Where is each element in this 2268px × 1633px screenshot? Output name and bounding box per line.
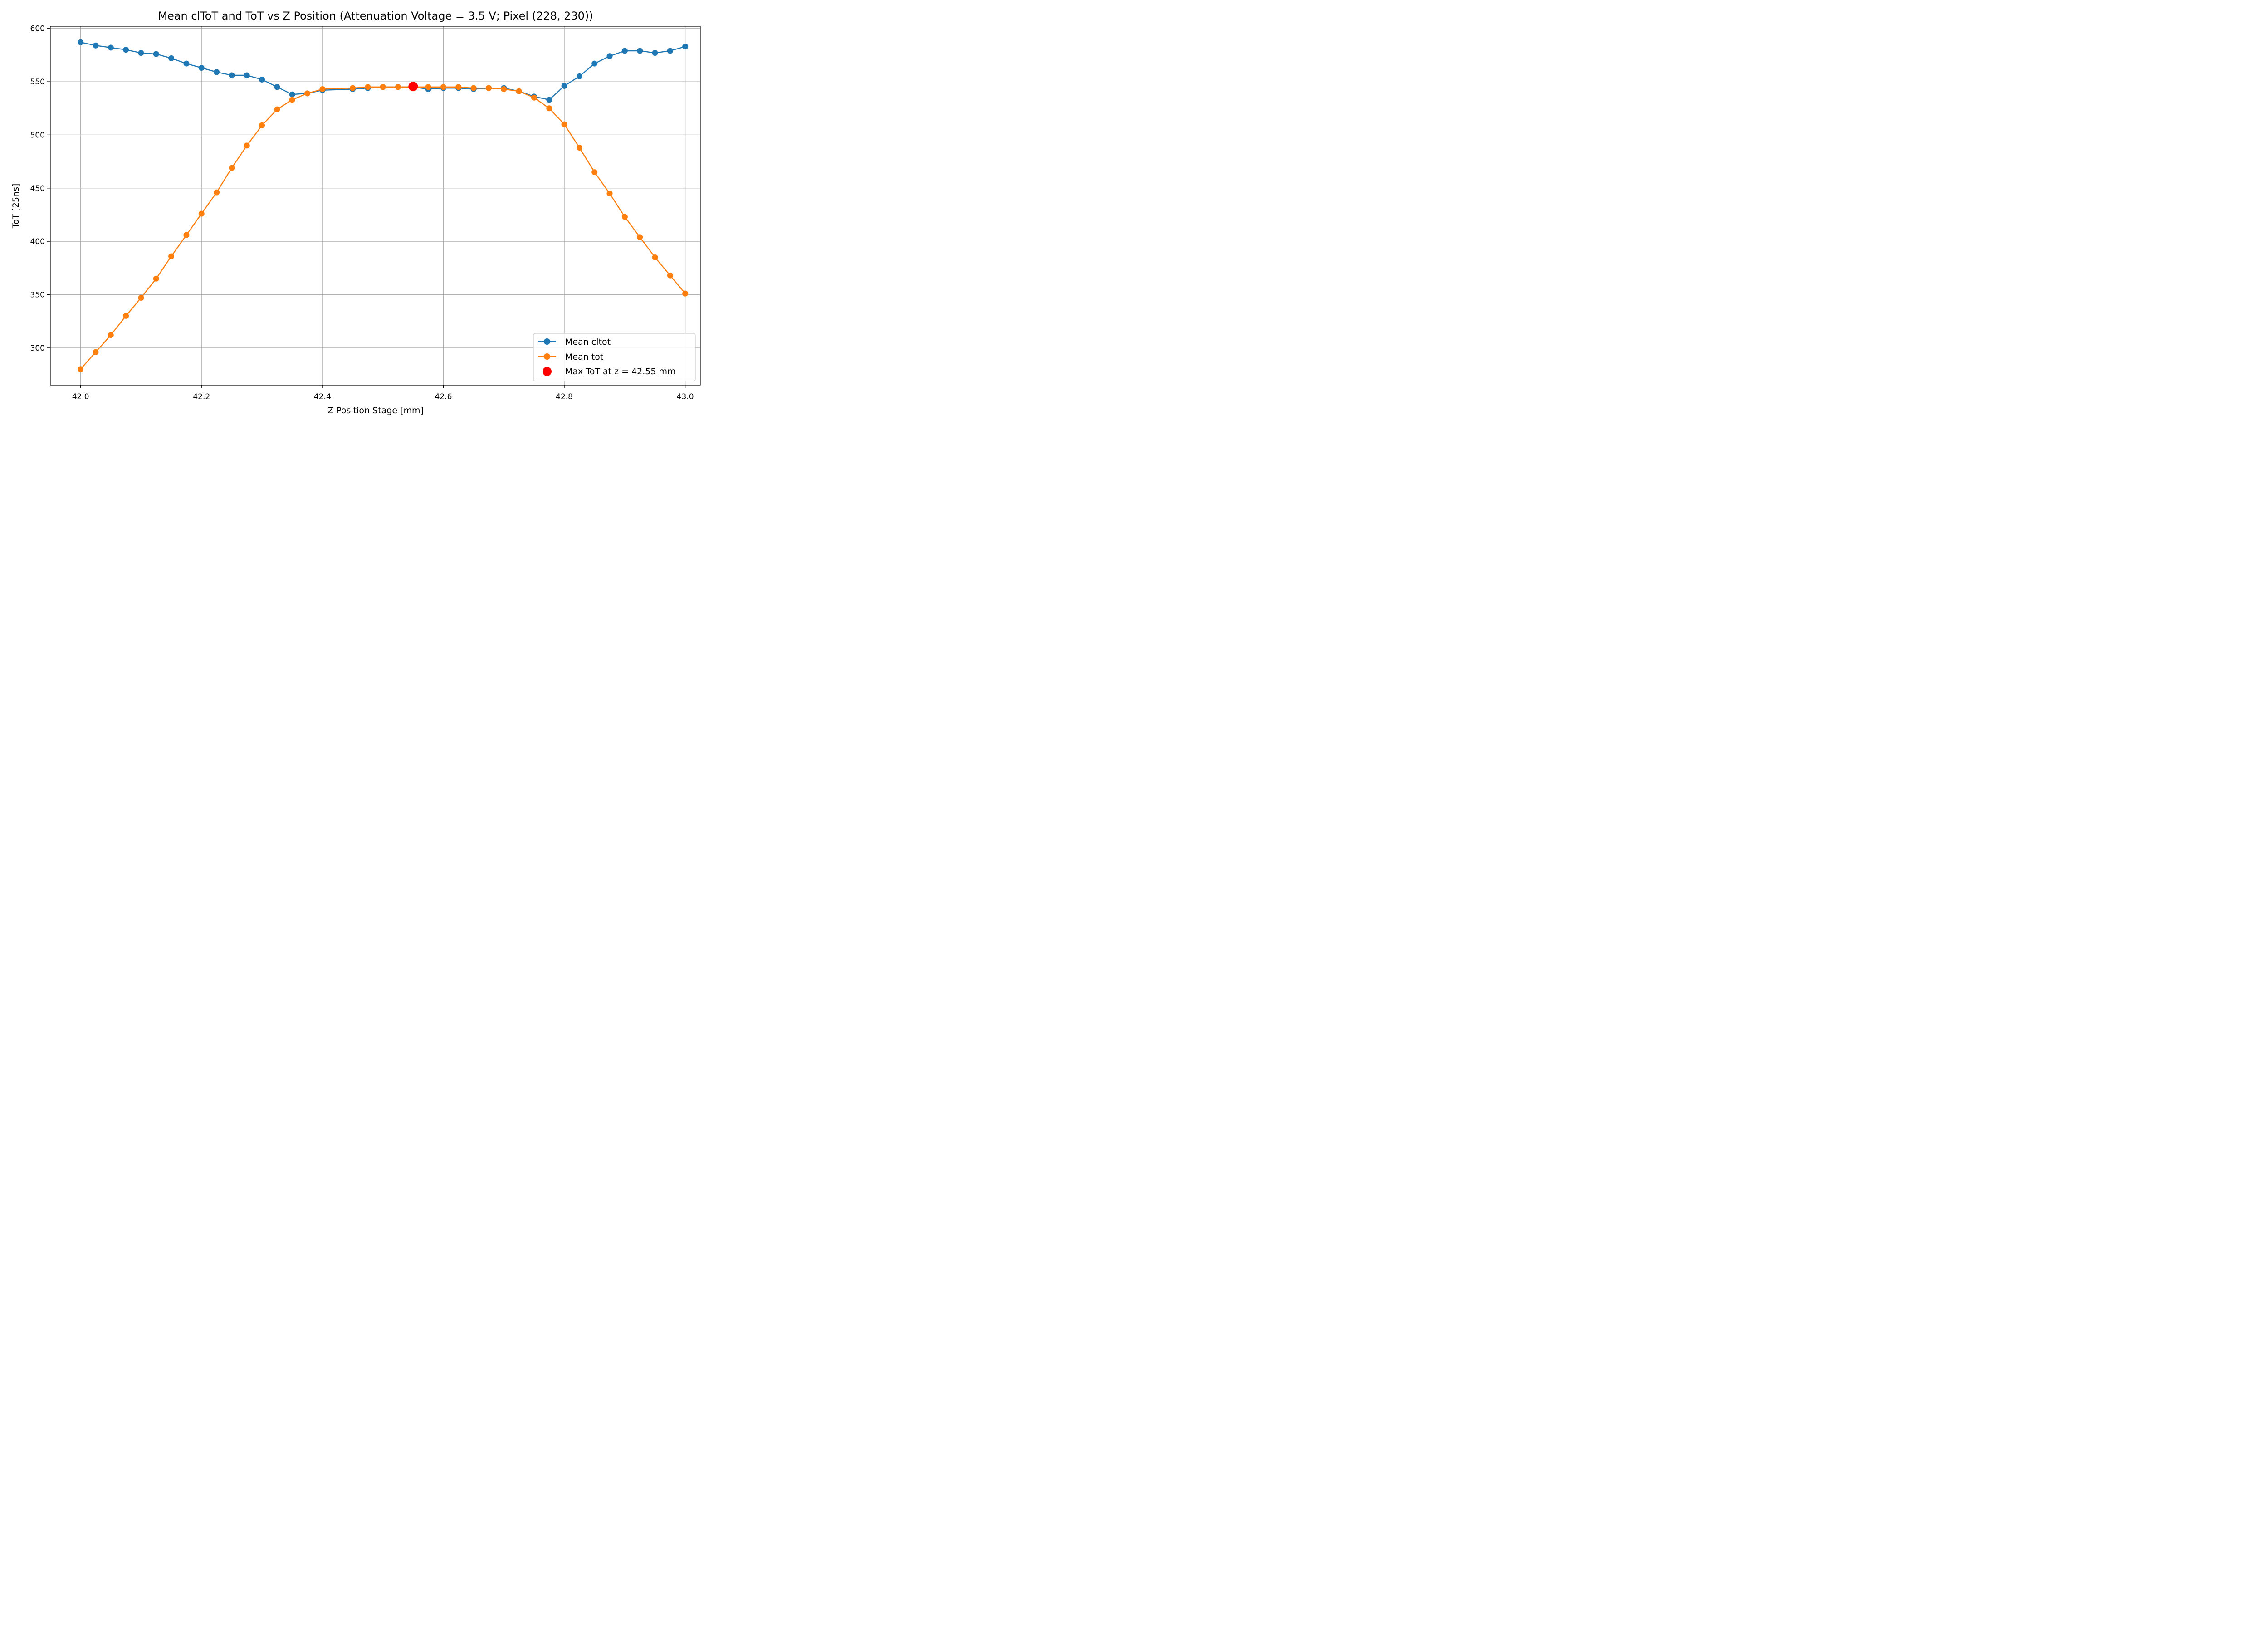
- data-point: [652, 254, 658, 260]
- data-point: [214, 189, 220, 196]
- data-point: [350, 85, 356, 91]
- x-tick-label: 42.4: [314, 392, 331, 401]
- legend-box: [533, 333, 696, 381]
- data-point: [153, 51, 159, 57]
- data-point: [470, 85, 477, 91]
- data-point: [455, 84, 462, 90]
- data-point: [591, 60, 598, 67]
- data-point: [183, 60, 190, 67]
- legend-marker-tot: [544, 353, 550, 360]
- legend-marker-cltot: [544, 338, 550, 345]
- data-point: [591, 169, 598, 176]
- y-axis-label: ToT [25ns]: [11, 184, 21, 229]
- data-point: [259, 122, 265, 128]
- max-tot-point: [408, 82, 418, 92]
- line-chart: Mean clToT and ToT vs Z Position (Attenu…: [11, 10, 701, 416]
- y-tick-label: 350: [30, 290, 45, 299]
- legend-marker-max: [543, 367, 552, 376]
- data-series: [78, 39, 689, 372]
- y-tick-label: 600: [30, 24, 45, 34]
- data-point: [108, 332, 114, 338]
- data-point: [546, 97, 552, 103]
- data-point: [485, 85, 492, 91]
- chart-title: Mean clToT and ToT vs Z Position (Attenu…: [158, 10, 593, 22]
- x-tick-label: 42.0: [72, 392, 89, 401]
- data-point: [198, 65, 205, 71]
- data-point: [108, 44, 114, 51]
- data-point: [274, 106, 280, 112]
- data-point: [501, 86, 507, 92]
- data-point: [93, 349, 99, 355]
- data-point: [576, 73, 582, 79]
- data-point: [621, 48, 628, 54]
- data-point: [516, 88, 522, 94]
- data-point: [621, 214, 628, 220]
- legend: Mean cltot Mean tot Max ToT at z = 42.55…: [533, 333, 696, 381]
- data-point: [123, 47, 129, 53]
- data-point: [183, 232, 190, 238]
- data-point: [229, 165, 235, 171]
- data-point: [637, 234, 643, 240]
- y-tick-label: 300: [30, 344, 45, 353]
- data-point: [168, 253, 175, 259]
- data-point: [244, 72, 250, 78]
- series-line: [80, 42, 685, 101]
- data-point: [395, 84, 401, 90]
- x-axis-label: Z Position Stage [mm]: [327, 406, 424, 416]
- data-point: [214, 69, 220, 75]
- data-point: [606, 53, 613, 59]
- data-point: [93, 42, 99, 49]
- grid-lines: [50, 26, 700, 385]
- y-tick-label: 550: [30, 78, 45, 87]
- data-point: [289, 97, 295, 103]
- data-point: [78, 39, 84, 45]
- x-tick-label: 42.2: [193, 392, 210, 401]
- data-point: [440, 84, 446, 90]
- legend-label-cltot: Mean cltot: [565, 337, 611, 347]
- data-point: [561, 121, 567, 127]
- data-point: [138, 295, 144, 301]
- data-point: [637, 48, 643, 54]
- x-tick-label: 42.6: [435, 392, 452, 401]
- data-point: [319, 86, 326, 92]
- data-point: [153, 275, 159, 282]
- legend-label-tot: Mean tot: [565, 352, 603, 362]
- data-point: [289, 91, 295, 98]
- data-point: [576, 145, 582, 151]
- data-point: [561, 83, 567, 89]
- legend-label-max: Max ToT at z = 42.55 mm: [565, 367, 676, 376]
- data-point: [652, 50, 658, 56]
- data-point: [304, 90, 311, 97]
- series-mean-cltot: [78, 39, 689, 103]
- chart-container: Mean clToT and ToT vs Z Position (Attenu…: [0, 0, 711, 427]
- data-point: [274, 84, 280, 90]
- data-point: [168, 55, 175, 61]
- data-point: [682, 290, 689, 297]
- x-tick-label: 43.0: [677, 392, 694, 401]
- data-point: [365, 84, 371, 90]
- data-point: [546, 105, 552, 112]
- y-tick-label: 450: [30, 184, 45, 193]
- data-point: [606, 191, 613, 197]
- data-point: [244, 142, 250, 149]
- data-point: [667, 48, 673, 54]
- plot-area-frame: [50, 26, 701, 386]
- data-point: [682, 44, 689, 50]
- y-tick-label: 500: [30, 131, 45, 140]
- data-point: [380, 84, 386, 90]
- x-tick-label: 42.8: [556, 392, 573, 401]
- data-point: [425, 84, 431, 90]
- data-point: [138, 50, 144, 56]
- axis-ticks: 42.0 42.2 42.4 42.6 42.8 43.0 300 350 400 450 500 5…: [30, 24, 694, 401]
- data-point: [123, 313, 129, 319]
- data-point: [198, 210, 205, 217]
- data-point: [667, 272, 673, 279]
- data-point: [259, 76, 265, 83]
- series-mean-tot: [78, 84, 689, 372]
- data-point: [229, 72, 235, 78]
- data-point: [78, 366, 84, 372]
- data-point: [531, 94, 537, 101]
- series-line: [80, 86, 686, 370]
- y-tick-label: 400: [30, 237, 45, 246]
